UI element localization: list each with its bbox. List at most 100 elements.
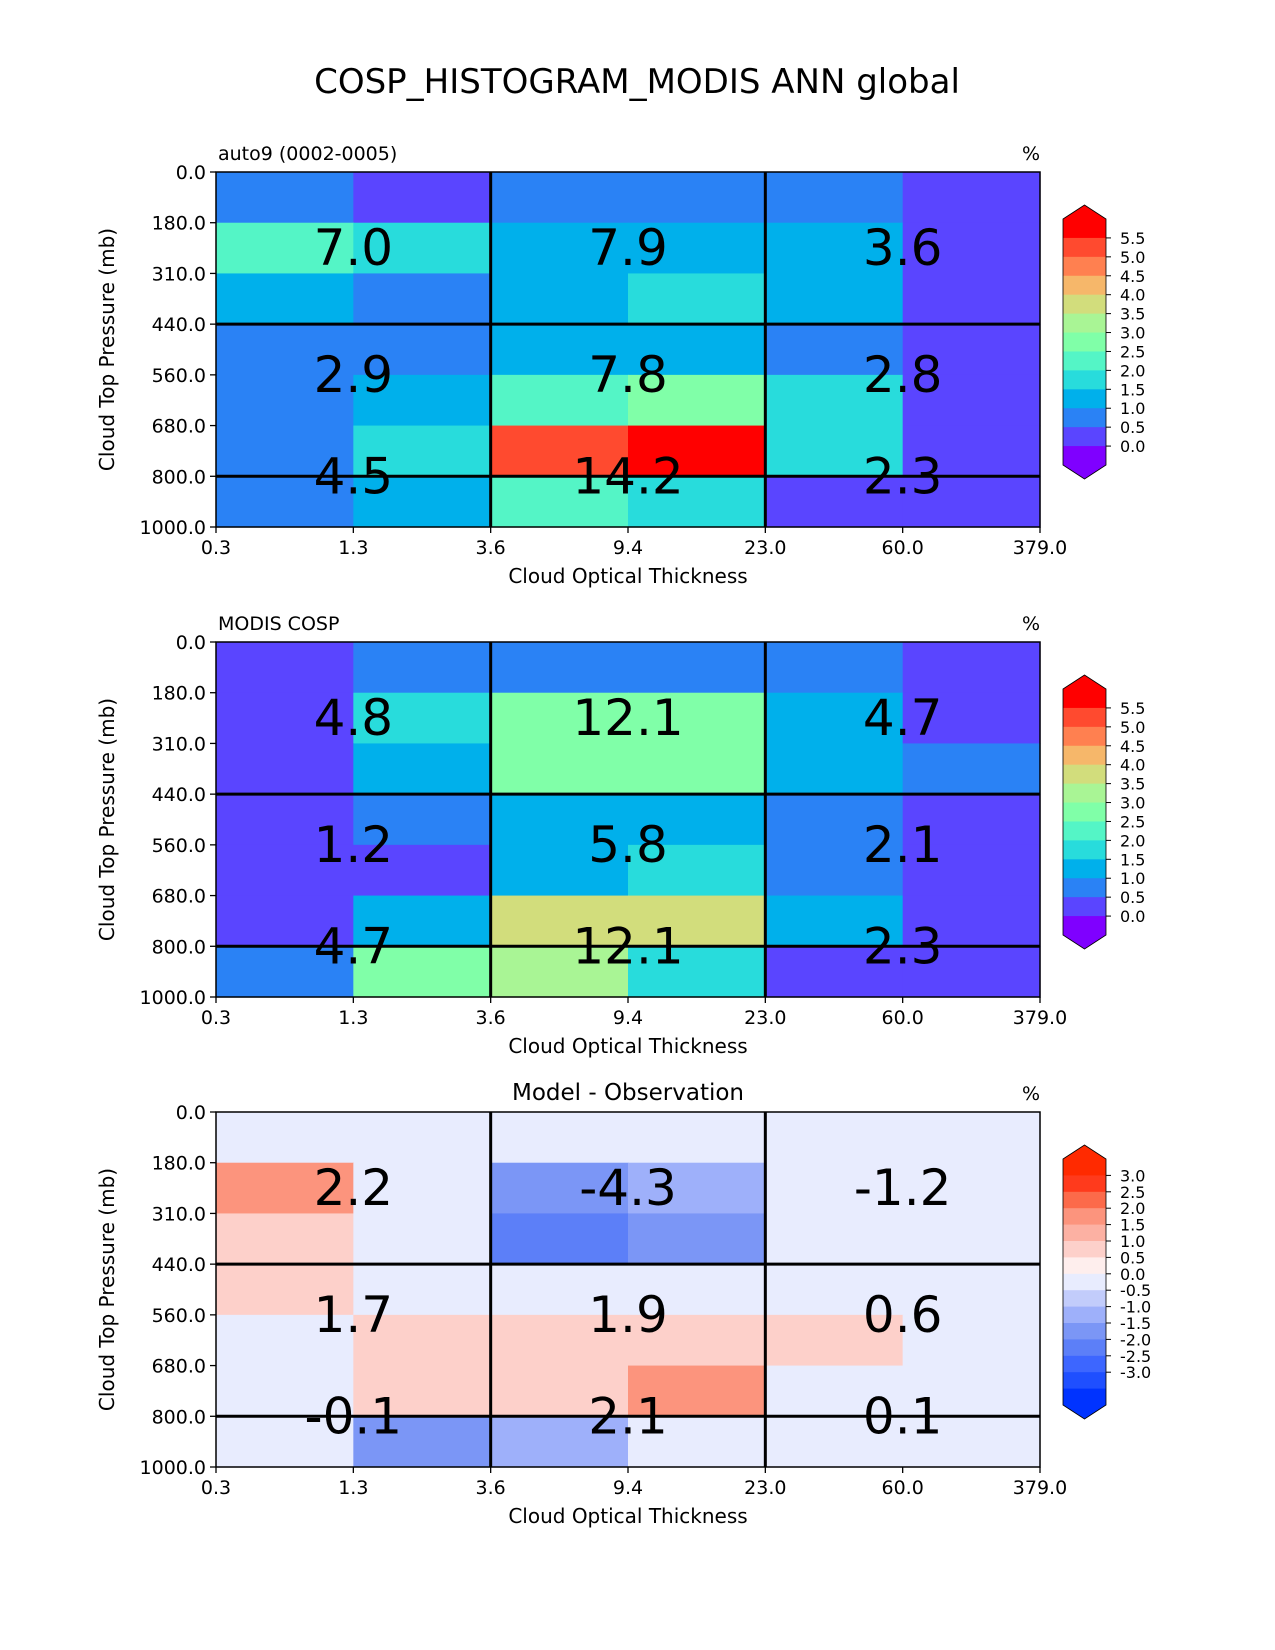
heatmap-cell [902,1314,1041,1367]
heatmap-cell [490,1112,629,1164]
y-tick-label: 560.0 [152,1305,206,1327]
colorbar-tick-label: 0.5 [1120,888,1145,907]
block-value-label: -1.2 [854,1159,952,1217]
heatmap-cell [353,1264,492,1316]
block-value-label: 14.2 [572,447,683,505]
heatmap-cell [765,692,904,745]
colorbar-extend-max [1063,1145,1106,1159]
x-tick-label: 9.4 [613,1007,643,1029]
colorbar-outline [1062,204,1107,480]
heatmap-cell [765,743,904,795]
heatmap-cell [353,1162,492,1215]
x-tick-label: 0.3 [201,1007,231,1029]
heatmap-cell [216,1162,354,1215]
colorbar-extend-max [1063,675,1106,689]
heatmap-cell [902,425,1041,477]
colorbar-extend-max [1063,205,1106,219]
colorbar-tick-label: 0.0 [1120,437,1145,456]
block-value-label: 7.8 [588,346,668,404]
block-value-label: 7.0 [314,219,394,277]
heatmap-cell [216,692,354,745]
heatmap-cell [765,1112,904,1164]
y-tick-label: 180.0 [152,213,206,235]
heatmap-cell [353,1416,492,1468]
y-tick-label: 800.0 [152,936,206,958]
colorbar-segment [1063,745,1106,766]
colorbar-tick-label: -2.0 [1120,1330,1151,1349]
block-value-label: -0.1 [305,1387,403,1445]
heatmap-cell [490,642,629,694]
heatmap-cell [765,172,904,224]
heatmap-cell [628,476,766,528]
heatmap-cell [902,743,1041,795]
heatmap-cell [902,794,1041,846]
heatmap-cell [765,1162,904,1215]
heatmap-cell [216,1213,354,1265]
x-axis-label: Cloud Optical Thickness [508,564,747,588]
heatmap-cell [490,1314,629,1367]
heatmap-cell [765,1213,904,1265]
heatmap-cell [216,1264,354,1316]
heatmap-cell [902,374,1041,427]
heatmap-cell [902,1162,1041,1215]
heatmap-cell [902,692,1041,745]
block-value-label: 2.9 [314,346,394,404]
heatmap-cell [353,1314,492,1367]
colorbar-segment [1063,821,1106,841]
x-tick-label: 60.0 [882,1477,924,1499]
heatmap-cell [902,1264,1041,1316]
colorbar-tick-label: 4.5 [1120,737,1145,756]
colorbar-segment [1063,427,1106,447]
colorbar-tick-label: 5.5 [1120,699,1145,718]
colorbar-tick-label: -0.5 [1120,1281,1151,1300]
heatmap-cell [353,273,492,325]
heatmap-panel: 2.2 -4.3 -1.2 1.7 1.9 0.6 -0.1 2.1 0.1 0.3 1.3 3.6 9… [95,1080,1151,1528]
colorbar-segment [1063,370,1106,390]
heatmap-cell [490,794,629,846]
colorbar-segment [1063,802,1106,822]
colorbar-segment [1063,1372,1106,1390]
heatmap-cell [353,172,492,224]
y-axis-label: Cloud Top Pressure (mb) [95,698,119,941]
heatmap-cell [765,374,904,427]
heatmap-cell [628,273,766,325]
colorbar-tick-label: 1.5 [1120,1216,1145,1235]
colorbar-segment [1063,1339,1106,1357]
heatmap-cell [216,425,354,477]
heatmap-cell [765,794,904,846]
x-tick-label: 0.3 [201,537,231,559]
heatmap-cell [902,273,1041,325]
heatmap-cell [765,1365,904,1417]
heatmap-cell [490,273,629,325]
colorbar-segment [1063,294,1106,315]
block-value-label: 4.5 [314,447,394,505]
heatmap-cell [628,794,766,846]
y-tick-label: 800.0 [152,466,206,488]
heatmap-cell [353,374,492,427]
y-tick-label: 180.0 [152,1153,206,1175]
colorbar-segment [1063,351,1106,371]
block-value-label: 2.1 [863,816,943,874]
colorbar-outline [1062,674,1107,950]
heatmap-cell [216,172,354,224]
heatmap-cell [628,1416,766,1468]
colorbar-tick-label: 2.0 [1120,1199,1145,1218]
heatmap-cell [216,1112,354,1164]
heatmap-cell [902,1365,1041,1417]
block-value-label: -4.3 [579,1159,677,1217]
block-value-label: 1.7 [314,1286,394,1344]
heatmap-cell [490,1213,629,1265]
y-tick-label: 440.0 [152,314,206,336]
heatmap-cell [353,895,492,947]
heatmap-cell [628,895,766,947]
block-value-label: 2.3 [863,447,943,505]
colorbar-segment [1063,1306,1106,1324]
heatmap-cell [490,743,629,795]
colorbar-tick-label: 4.0 [1120,756,1145,775]
colorbar-tick-label: 3.0 [1120,794,1145,813]
colorbar-tick-label: 0.5 [1120,1248,1145,1267]
y-tick-label: 680.0 [152,1356,206,1378]
heatmap-cell [490,324,629,376]
colorbar-segment [1063,1159,1106,1176]
x-tick-label: 3.6 [476,537,506,559]
